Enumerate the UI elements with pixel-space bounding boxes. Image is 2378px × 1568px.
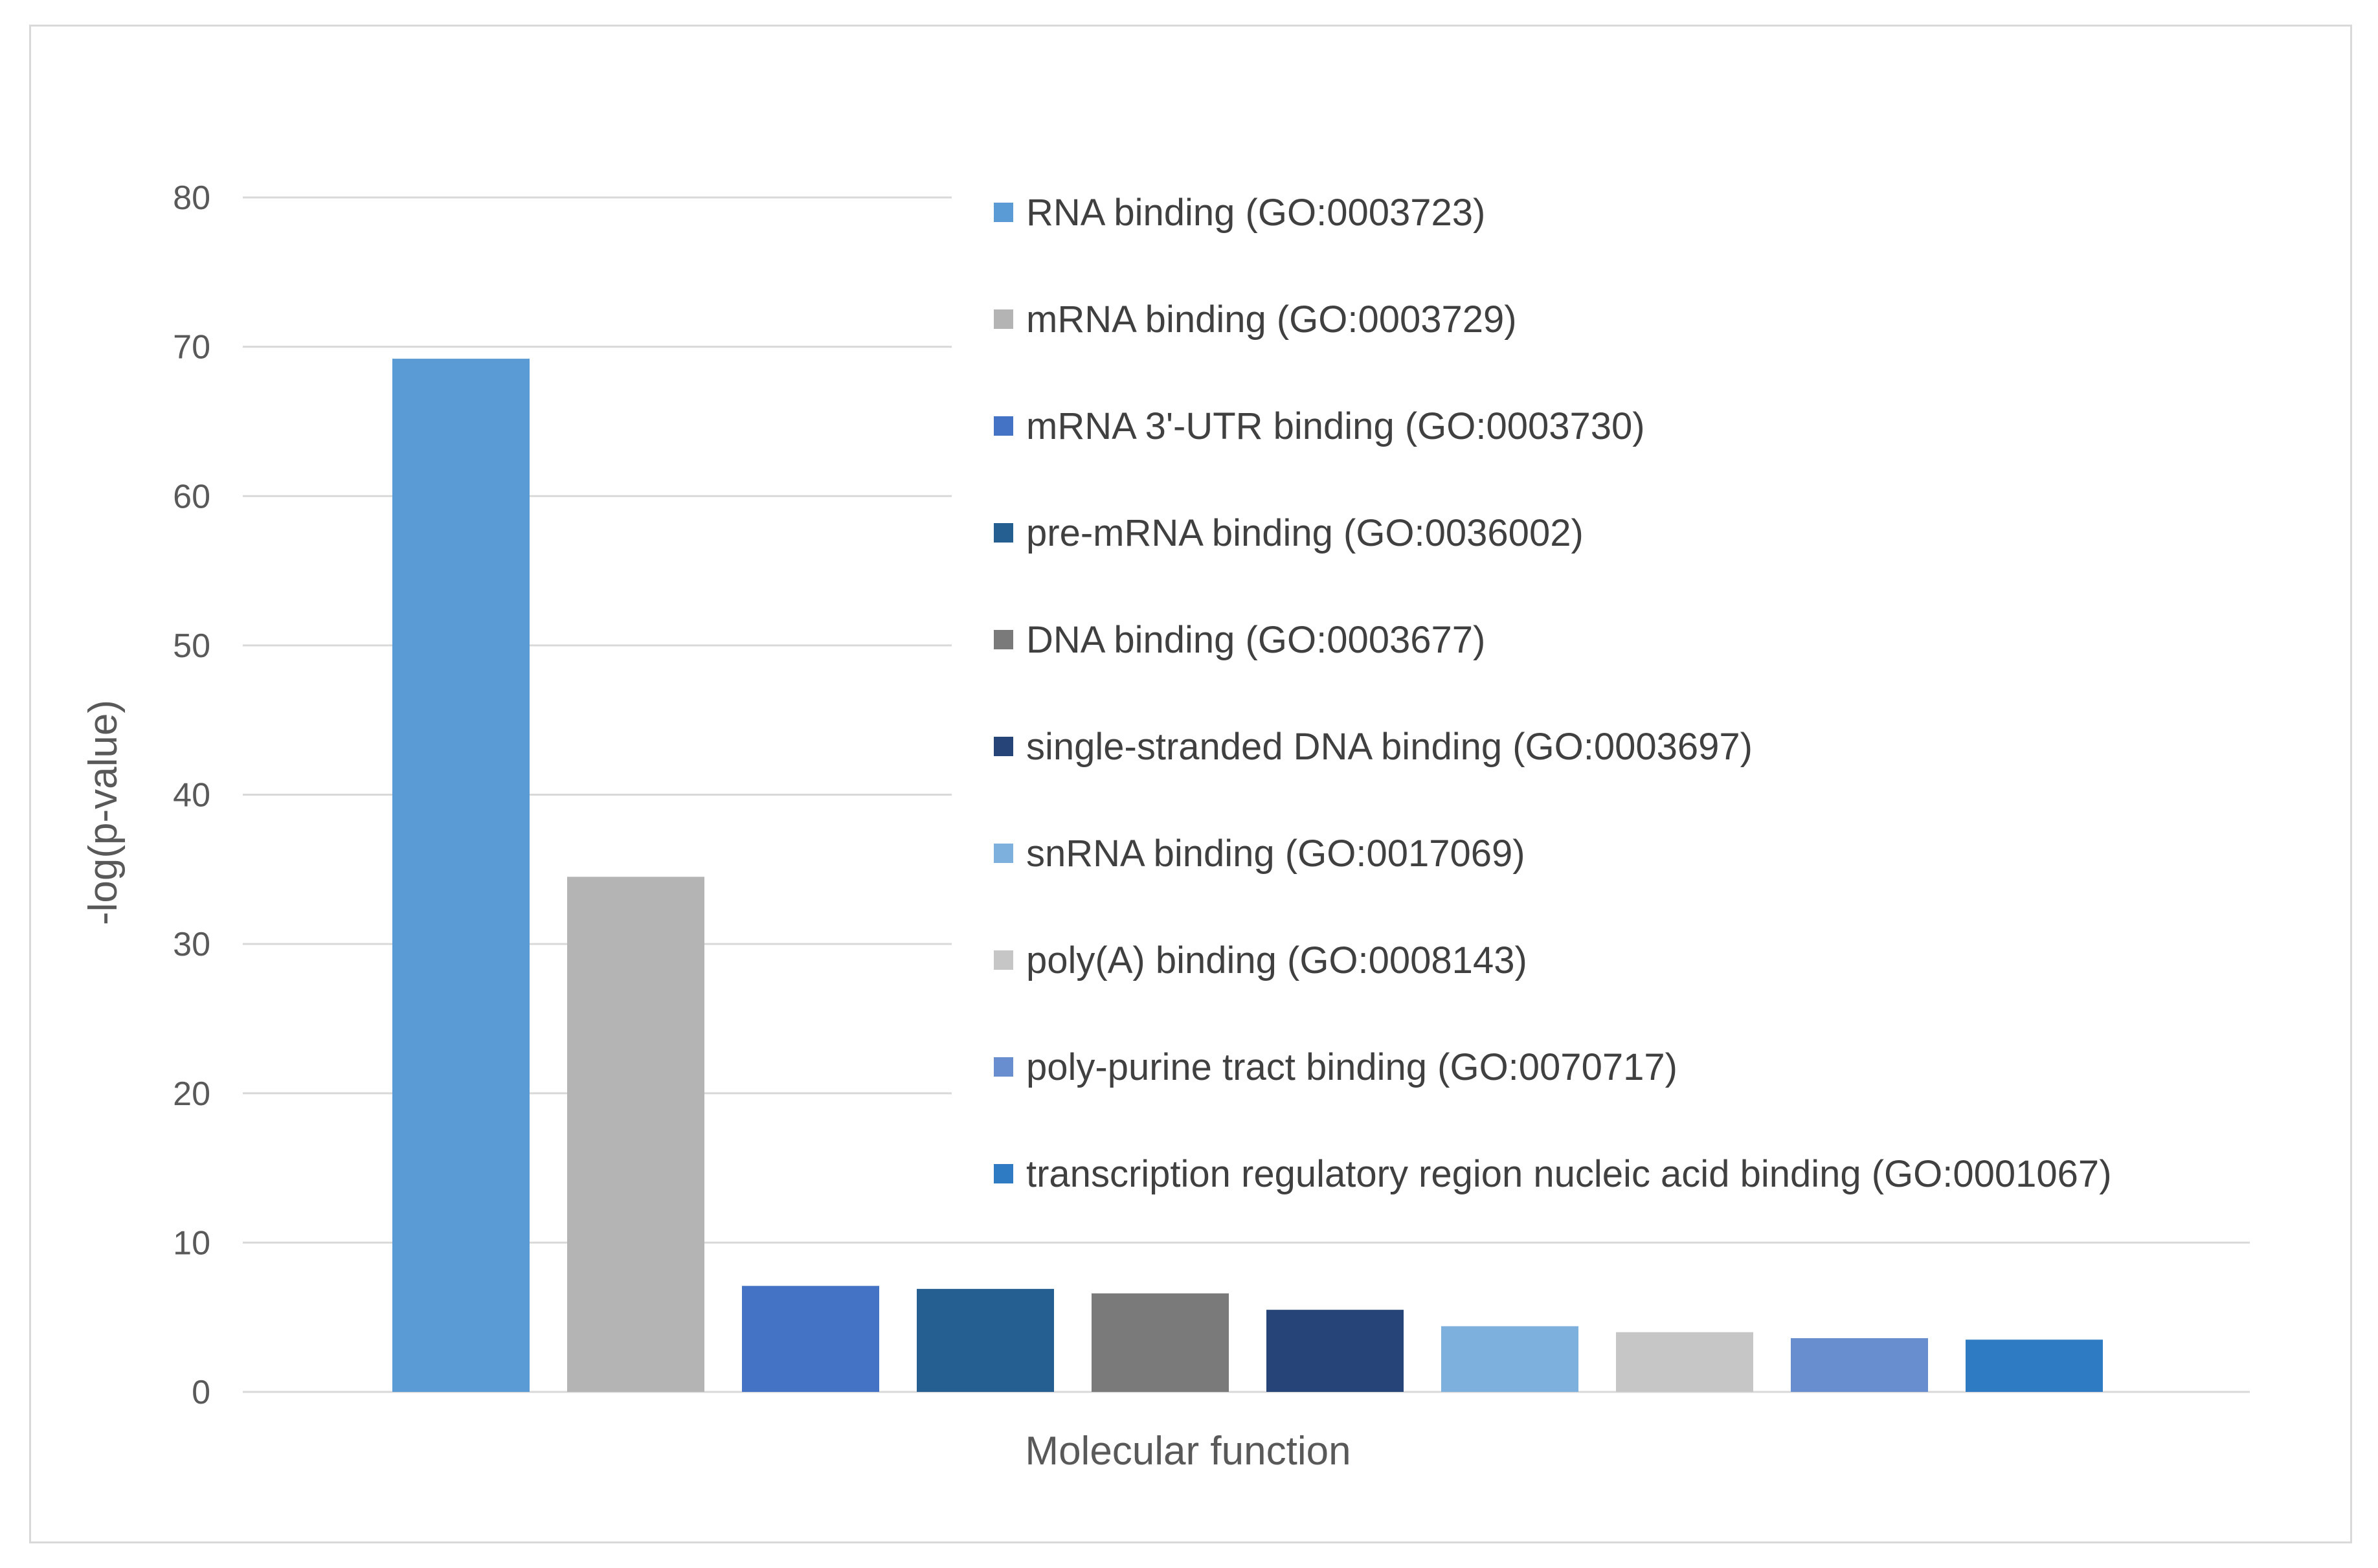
legend-label: single-stranded DNA binding (GO:0003697) [1026, 726, 1753, 768]
legend-label: mRNA 3'-UTR binding (GO:0003730) [1026, 405, 1645, 447]
legend-label: poly(A) binding (GO:0008143) [1026, 939, 1527, 981]
legend-label: mRNA binding (GO:0003729) [1026, 298, 1517, 341]
bars [392, 359, 2103, 1393]
legend-label: RNA binding (GO:0003723) [1026, 192, 1485, 234]
legend-swatch [994, 737, 1013, 756]
legend-swatch [994, 309, 1013, 329]
legend-swatch [994, 950, 1013, 970]
x-axis-title: Molecular function [1025, 1429, 1351, 1473]
y-tick-label: 20 [173, 1075, 210, 1113]
bar [567, 877, 704, 1392]
gridlines [243, 196, 2250, 1393]
y-axis-title: -log(p-value) [81, 700, 126, 925]
legend: RNA binding (GO:0003723) mRNA binding (GO… [994, 192, 2112, 1195]
bar [1616, 1332, 1753, 1392]
y-tick-label: 10 [173, 1224, 210, 1262]
legend-swatch [994, 1057, 1013, 1077]
legend-label: DNA binding (GO:0003677) [1026, 619, 1485, 661]
y-tick-label: 30 [173, 926, 210, 963]
legend-swatch [994, 523, 1013, 543]
legend-swatch [994, 630, 1013, 649]
y-axis-ticks: 0 10 20 30 40 50 60 70 80 [173, 179, 210, 1411]
bar [1441, 1326, 1578, 1392]
y-tick-label: 40 [173, 777, 210, 814]
legend-label: transcription regulatory region nucleic … [1026, 1153, 2112, 1195]
bar [1791, 1338, 1928, 1392]
legend-label: snRNA binding (GO:0017069) [1026, 833, 1525, 875]
legend-swatch [994, 1164, 1013, 1183]
y-tick-label: 50 [173, 627, 210, 665]
y-tick-label: 80 [173, 179, 210, 217]
bar [1266, 1310, 1404, 1392]
legend-swatch [994, 844, 1013, 863]
legend-label: poly-purine tract binding (GO:0070717) [1026, 1046, 1677, 1088]
legend-swatch [994, 416, 1013, 436]
bar [742, 1286, 879, 1392]
y-tick-label: 70 [173, 329, 210, 366]
bar [917, 1288, 1054, 1392]
y-tick-label: 0 [192, 1374, 210, 1411]
bar [1966, 1339, 2103, 1392]
bar [392, 359, 530, 1393]
legend-swatch [994, 203, 1013, 222]
bar [1092, 1293, 1229, 1392]
legend-label: pre-mRNA binding (GO:0036002) [1026, 512, 1584, 554]
y-tick-label: 60 [173, 478, 210, 515]
